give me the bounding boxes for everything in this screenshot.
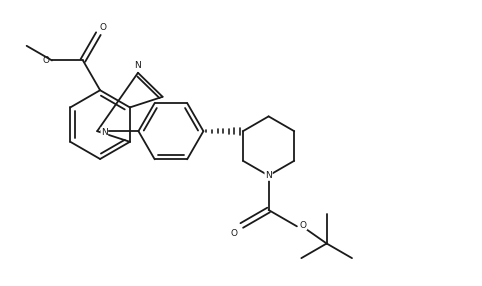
Text: O: O [300,221,307,230]
Text: N: N [265,171,272,180]
Text: O: O [231,229,238,238]
Text: N: N [101,128,108,137]
Text: O: O [42,56,49,65]
Text: N: N [134,61,140,70]
Text: O: O [100,23,107,32]
